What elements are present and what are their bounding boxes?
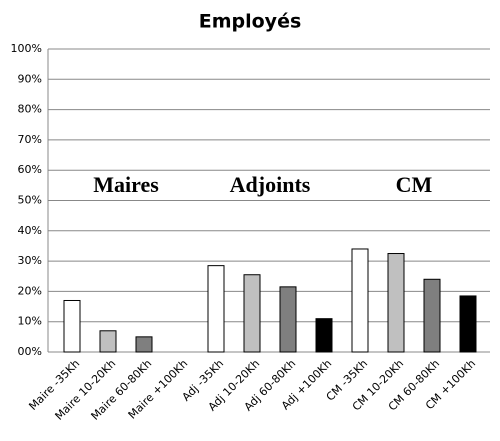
annotation: CM [396, 172, 433, 197]
y-tick-label: 50% [18, 194, 42, 207]
y-tick-label: 60% [18, 163, 42, 176]
y-tick-label: 20% [18, 284, 42, 297]
y-tick-label: 10% [18, 315, 42, 328]
bar [315, 318, 333, 353]
chart-title: Employés [199, 11, 302, 33]
bar [459, 295, 477, 353]
bar [279, 286, 297, 353]
y-tick-label: 40% [18, 224, 42, 237]
bar [243, 274, 261, 353]
annotation: Maires [93, 172, 159, 197]
bar [99, 330, 117, 353]
bar [135, 336, 153, 353]
y-tick-label: 90% [18, 72, 42, 85]
bar [423, 278, 441, 353]
y-tick-label: 30% [18, 254, 42, 267]
bar [351, 248, 369, 353]
y-tick-label: 00% [18, 345, 42, 358]
bar [387, 253, 405, 353]
y-tick-label: 80% [18, 103, 42, 116]
y-tick-label: 100% [11, 42, 42, 55]
y-tick-label: 70% [18, 133, 42, 146]
bar [207, 265, 225, 353]
annotation: Adjoints [230, 172, 311, 197]
bar [63, 299, 81, 353]
